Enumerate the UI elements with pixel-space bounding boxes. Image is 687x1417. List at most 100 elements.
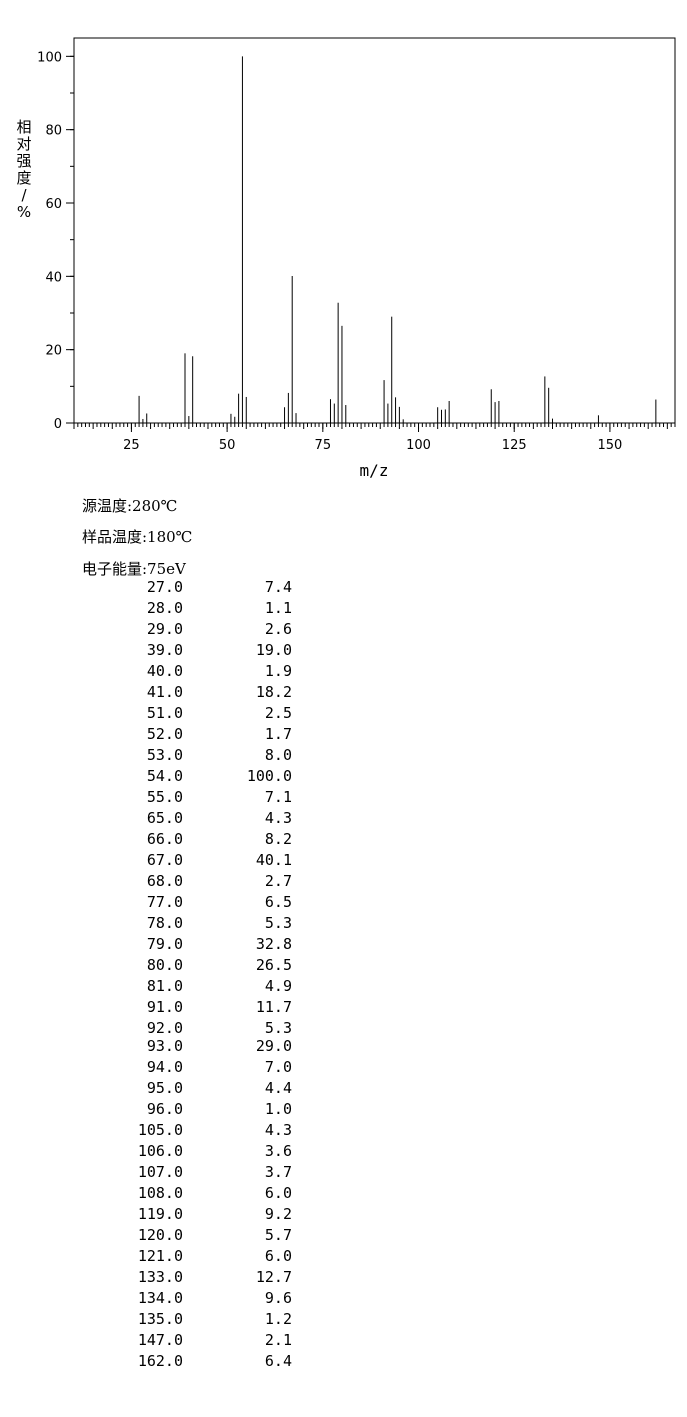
intensity-value: 6.4 <box>264 1352 292 1370</box>
table-row: 106.0 3.6 <box>0 1142 687 1162</box>
table-row: 80.0 26.5 <box>0 956 687 976</box>
x-tick-group: 25 50 75 100 125 150 <box>123 423 622 453</box>
x-tick-label: 150 <box>598 438 623 453</box>
sample-temperature: 样品温度:180℃ <box>82 528 193 546</box>
intensity-value: 6.0 <box>264 1184 292 1202</box>
intensity-value: 7.0 <box>264 1058 292 1076</box>
intensity-value: 7.4 <box>264 578 292 596</box>
mz-value: 39.0 <box>146 641 183 659</box>
table-row: 135.0 1.2 <box>0 1310 687 1330</box>
table-row: 134.0 9.6 <box>0 1289 687 1309</box>
mz-value: 53.0 <box>146 746 183 764</box>
intensity-value: 3.7 <box>264 1163 292 1181</box>
intensity-value: 4.4 <box>264 1079 292 1097</box>
mz-value: 78.0 <box>146 914 183 932</box>
intensity-value: 5.7 <box>264 1226 292 1244</box>
table-row: 121.0 6.0 <box>0 1247 687 1267</box>
mz-value: 120.0 <box>137 1226 183 1244</box>
table-row: 162.0 6.4 <box>0 1352 687 1372</box>
intensity-value: 32.8 <box>255 935 292 953</box>
mz-value: 96.0 <box>146 1100 183 1118</box>
intensity-value: 6.0 <box>264 1247 292 1265</box>
table-row: 133.0 12.7 <box>0 1268 687 1288</box>
table-row: 108.0 6.0 <box>0 1184 687 1204</box>
mz-value: 147.0 <box>137 1331 183 1349</box>
table-row: 77.0 6.5 <box>0 893 687 913</box>
intensity-value: 100.0 <box>246 767 292 785</box>
mz-value: 107.0 <box>137 1163 183 1181</box>
intensity-value: 8.0 <box>264 746 292 764</box>
intensity-value: 3.6 <box>264 1142 292 1160</box>
x-tick-label: 100 <box>406 438 431 453</box>
plot-frame <box>73 37 676 424</box>
intensity-value: 9.2 <box>264 1205 292 1223</box>
table-row: 81.0 4.9 <box>0 977 687 997</box>
mz-value: 80.0 <box>146 956 183 974</box>
mz-value: 79.0 <box>146 935 183 953</box>
intensity-value: 7.1 <box>264 788 292 806</box>
y-tick-label: 40 <box>45 270 62 285</box>
mz-value: 67.0 <box>146 851 183 869</box>
source-temperature: 源温度:280℃ <box>82 497 178 515</box>
intensity-value: 2.6 <box>264 620 292 638</box>
intensity-value: 4.3 <box>264 809 292 827</box>
table-row: 78.0 5.3 <box>0 914 687 934</box>
mz-value: 106.0 <box>137 1142 183 1160</box>
table-row: 96.0 1.0 <box>0 1100 687 1120</box>
mz-value: 29.0 <box>146 620 183 638</box>
mz-value: 135.0 <box>137 1310 183 1328</box>
x-tick-label: 50 <box>219 438 236 453</box>
mz-value: 133.0 <box>137 1268 183 1286</box>
intensity-value: 8.2 <box>264 830 292 848</box>
intensity-value: 1.9 <box>264 662 292 680</box>
y-tick-label: 0 <box>54 417 62 432</box>
table-row: 105.0 4.3 <box>0 1121 687 1141</box>
intensity-value: 29.0 <box>255 1037 292 1055</box>
mz-value: 66.0 <box>146 830 183 848</box>
mz-value: 28.0 <box>146 599 183 617</box>
mz-value: 77.0 <box>146 893 183 911</box>
mz-value: 41.0 <box>146 683 183 701</box>
table-row: 147.0 2.1 <box>0 1331 687 1351</box>
table-row: 55.0 7.1 <box>0 788 687 808</box>
table-row: 54.0 100.0 <box>0 767 687 787</box>
table-row: 29.0 2.6 <box>0 620 687 640</box>
y-tick-group: 0 20 40 60 80 100 <box>37 50 74 432</box>
intensity-value: 40.1 <box>255 851 292 869</box>
intensity-value: 1.1 <box>264 599 292 617</box>
table-row: 119.0 9.2 <box>0 1205 687 1225</box>
mz-value: 65.0 <box>146 809 183 827</box>
mz-value: 52.0 <box>146 725 183 743</box>
y-tick-label: 80 <box>45 124 62 139</box>
mz-value: 81.0 <box>146 977 183 995</box>
table-row: 65.0 4.3 <box>0 809 687 829</box>
x-tick-label: 25 <box>123 438 140 453</box>
intensity-value: 12.7 <box>255 1268 292 1286</box>
x-axis-label: m/z <box>360 461 389 480</box>
peak-bar-group <box>138 56 657 423</box>
mz-value: 134.0 <box>137 1289 183 1307</box>
mz-value: 40.0 <box>146 662 183 680</box>
intensity-value: 26.5 <box>255 956 292 974</box>
table-row: 92.0 5.3 <box>0 1019 687 1039</box>
mz-value: 108.0 <box>137 1184 183 1202</box>
table-row: 120.0 5.7 <box>0 1226 687 1246</box>
intensity-value: 11.7 <box>255 998 292 1016</box>
y-tick-label: 20 <box>45 344 62 359</box>
table-row: 66.0 8.2 <box>0 830 687 850</box>
table-row: 94.0 7.0 <box>0 1058 687 1078</box>
mz-value: 95.0 <box>146 1079 183 1097</box>
mz-value: 119.0 <box>137 1205 183 1223</box>
intensity-value: 2.5 <box>264 704 292 722</box>
minor-tick-group <box>70 55 676 429</box>
table-row: 93.0 29.0 <box>0 1037 687 1057</box>
table-row: 53.0 8.0 <box>0 746 687 766</box>
table-row: 68.0 2.7 <box>0 872 687 892</box>
mz-value: 51.0 <box>146 704 183 722</box>
intensity-value: 9.6 <box>264 1289 292 1307</box>
mass-spectrum-chart: 0 20 40 60 80 100 25 50 75 100 125 150 m/z 相对强度/% <box>16 37 676 480</box>
mz-value: 55.0 <box>146 788 183 806</box>
table-row: 67.0 40.1 <box>0 851 687 871</box>
intensity-value: 18.2 <box>255 683 292 701</box>
